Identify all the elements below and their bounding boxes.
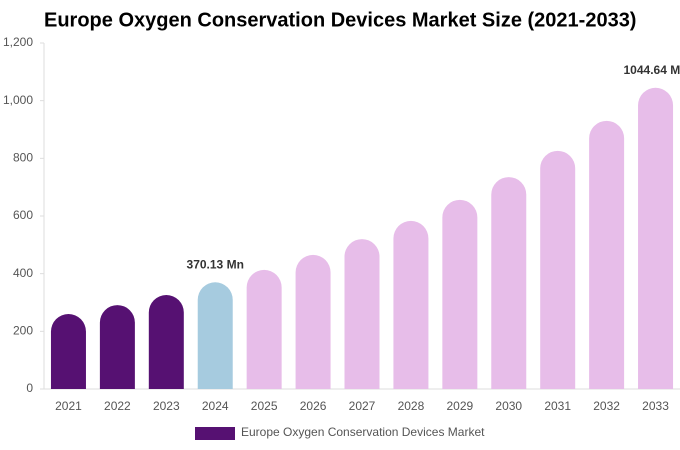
y-tick-label: 0 <box>26 381 33 395</box>
bar <box>344 239 380 389</box>
x-tick-label: 2021 <box>55 399 82 413</box>
x-tick-label: 2030 <box>495 399 522 413</box>
bar <box>246 269 282 389</box>
bar <box>491 177 527 389</box>
y-tick-label: 400 <box>13 266 33 280</box>
x-tick-label: 2022 <box>104 399 131 413</box>
bar <box>197 282 233 389</box>
x-tick-label: 2024 <box>202 399 229 413</box>
y-tick-label: 1,200 <box>3 35 33 49</box>
bar <box>589 120 625 389</box>
chart-title: Europe Oxygen Conservation Devices Marke… <box>44 9 636 31</box>
bar <box>638 87 674 389</box>
y-tick-label: 200 <box>13 324 33 338</box>
x-tick-label: 2029 <box>446 399 473 413</box>
x-tick-label: 2033 <box>642 399 669 413</box>
bar <box>99 305 135 389</box>
bar <box>393 220 429 389</box>
x-tick-label: 2031 <box>544 399 571 413</box>
bar <box>50 314 86 389</box>
y-tick-label: 800 <box>13 151 33 165</box>
legend-label: Europe Oxygen Conservation Devices Marke… <box>241 425 485 439</box>
x-tick-label: 2032 <box>593 399 620 413</box>
y-tick-label: 1,000 <box>3 93 33 107</box>
legend-swatch <box>195 427 235 440</box>
bar <box>540 150 576 389</box>
bar <box>295 254 331 389</box>
x-tick-label: 2026 <box>300 399 327 413</box>
x-tick-label: 2028 <box>398 399 425 413</box>
value-label: 1044.64 Mn <box>624 63 680 77</box>
x-tick-label: 2027 <box>349 399 376 413</box>
y-tick-label: 600 <box>13 208 33 222</box>
x-tick-label: 2023 <box>153 399 180 413</box>
bar <box>442 199 478 389</box>
x-tick-label: 2025 <box>251 399 278 413</box>
bar <box>148 295 184 389</box>
value-label: 370.13 Mn <box>187 257 244 271</box>
